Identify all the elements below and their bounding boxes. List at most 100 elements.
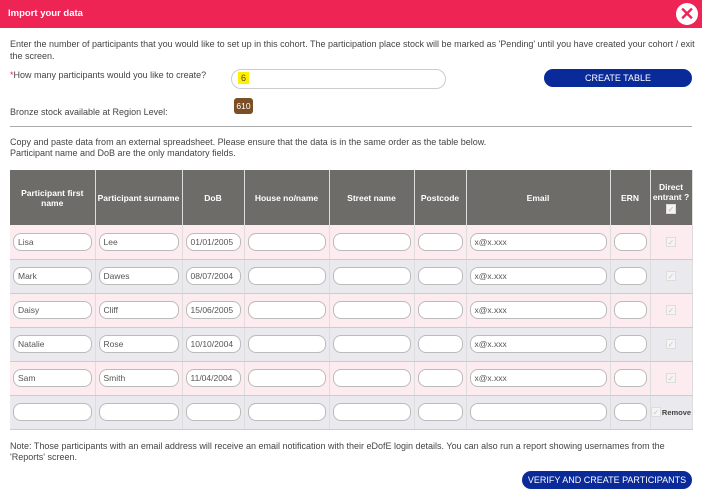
cell-input[interactable] (332, 403, 411, 421)
cell-input[interactable]: x@x.xxx (469, 335, 607, 353)
table-cell: ✓ (650, 259, 693, 294)
cell-input[interactable] (469, 403, 607, 421)
table-cell (244, 293, 330, 328)
select-all-checkbox[interactable]: ✓ (666, 203, 676, 214)
direct-entrant-checkbox[interactable]: ✓ (666, 271, 676, 281)
cell-input[interactable]: Lee (98, 232, 179, 251)
direct-entrant-checkbox[interactable]: ✓ (666, 236, 676, 247)
cell-input[interactable] (332, 335, 411, 353)
cell-input[interactable]: 15/06/2005 (185, 301, 241, 319)
cell-input[interactable] (98, 403, 179, 421)
cell-input[interactable] (417, 232, 463, 251)
cell-input[interactable]: x@x.xxx (469, 301, 607, 319)
column-header: Email (466, 170, 611, 225)
table-cell (329, 395, 415, 430)
cell-input[interactable]: Natalie (13, 335, 92, 353)
column-header-label: ERN (621, 192, 639, 203)
cell-input[interactable] (247, 232, 326, 251)
table-cell: Lisa (10, 225, 96, 260)
stock-label: Bronze stock available at Region Level: (10, 107, 168, 117)
cell-input[interactable]: Cliff (98, 301, 179, 319)
table-cell (610, 259, 651, 294)
cell-input[interactable]: 08/07/2004 (185, 267, 241, 285)
divider (10, 126, 692, 127)
cell-input[interactable] (417, 335, 463, 353)
cell-input[interactable]: 01/01/2005 (185, 232, 241, 251)
cell-input[interactable] (613, 232, 647, 251)
direct-entrant-checkbox[interactable]: ✓ (666, 373, 676, 383)
cell-input[interactable] (247, 403, 326, 421)
cell-input[interactable] (613, 403, 647, 421)
cell-input[interactable] (613, 301, 647, 319)
cell-input[interactable] (332, 267, 411, 285)
remove-link[interactable]: Remove (661, 408, 692, 417)
table-cell: ✓ (650, 293, 693, 328)
table-cell: 08/07/2004 (182, 259, 245, 294)
table-cell (329, 259, 415, 294)
table-cell: 10/10/2004 (182, 327, 245, 362)
cell-input[interactable] (417, 369, 463, 387)
cell-input[interactable] (332, 301, 411, 319)
table-cell (414, 225, 467, 260)
table-cell (414, 259, 467, 294)
table-cell (10, 395, 96, 430)
table-cell: Mark (10, 259, 96, 294)
direct-entrant-checkbox[interactable]: ✓ (666, 339, 676, 349)
cell-input[interactable] (247, 301, 326, 319)
cell-input[interactable] (417, 267, 463, 285)
stock-badge: 610 (234, 98, 253, 114)
create-table-button[interactable]: CREATE TABLE (544, 69, 692, 87)
cell-input[interactable] (247, 267, 326, 285)
table-row: Daisy Cliff 15/06/2005 x@x.xxx ✓ (10, 293, 693, 328)
cell-input[interactable]: Daisy (13, 301, 92, 319)
count-value: 6 (238, 72, 250, 84)
cell-input[interactable] (613, 335, 647, 353)
table-cell (244, 395, 330, 430)
table-cell (610, 327, 651, 362)
table-cell: Sam (10, 361, 96, 396)
count-label-text: How many participants would you like to … (13, 70, 207, 80)
table-cell (414, 361, 467, 396)
cell-input[interactable]: Smith (98, 369, 179, 387)
cell-input[interactable]: 10/10/2004 (185, 335, 241, 353)
cell-input[interactable] (417, 403, 463, 421)
column-header: Postcode (414, 170, 467, 225)
participants-table: Participant first name Participant surnam… (10, 170, 693, 430)
cell-input[interactable] (247, 335, 326, 353)
cell-input[interactable]: Lisa (13, 232, 92, 251)
direct-entrant-checkbox[interactable]: ✓ (650, 407, 661, 417)
cell-input[interactable]: x@x.xxx (469, 232, 607, 251)
direct-entrant-checkbox[interactable]: ✓ (666, 305, 676, 315)
cell-input[interactable]: x@x.xxx (469, 369, 607, 387)
cell-input[interactable] (185, 403, 241, 421)
table-cell (182, 395, 245, 430)
column-header-label: Participant first name (21, 187, 84, 208)
paste-instruction-1: Copy and paste data from an external spr… (10, 137, 487, 147)
table-cell: Lee (95, 225, 183, 260)
cell-input[interactable] (247, 369, 326, 387)
verify-create-button[interactable]: VERIFY AND CREATE PARTICIPANTS (522, 471, 692, 489)
table-cell: x@x.xxx (466, 225, 611, 260)
cell-input[interactable]: Rose (98, 335, 179, 353)
table-cell: ✓ Remove (650, 395, 693, 430)
cell-input[interactable]: Dawes (98, 267, 179, 285)
cell-input[interactable]: Sam (13, 369, 92, 387)
cell-input[interactable]: 11/04/2004 (185, 369, 241, 387)
cell-input[interactable] (417, 301, 463, 319)
cell-input[interactable] (613, 267, 647, 285)
column-header: Participant surname (95, 170, 183, 225)
close-icon[interactable]: ✕ (676, 3, 698, 25)
table-cell (329, 327, 415, 362)
table-cell (244, 225, 330, 260)
cell-input[interactable]: Mark (13, 267, 92, 285)
cell-input[interactable]: x@x.xxx (469, 267, 607, 285)
table-cell: Cliff (95, 293, 183, 328)
table-row: Natalie Rose 10/10/2004 x@x.xxx ✓ (10, 327, 693, 362)
cell-input[interactable] (13, 403, 92, 421)
cell-input[interactable] (332, 232, 411, 251)
table-cell (244, 327, 330, 362)
participant-count-input[interactable]: 6 (231, 69, 446, 89)
table-cell: 01/01/2005 (182, 225, 245, 260)
cell-input[interactable] (613, 369, 647, 387)
cell-input[interactable] (332, 369, 411, 387)
